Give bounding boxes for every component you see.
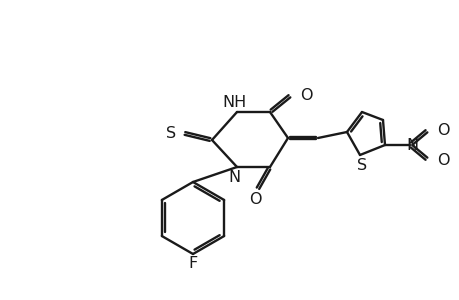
Text: N: N xyxy=(405,137,417,152)
Text: O: O xyxy=(436,152,448,167)
Text: N: N xyxy=(228,169,240,184)
Text: O: O xyxy=(299,88,312,103)
Text: O: O xyxy=(436,122,448,137)
Text: S: S xyxy=(166,125,176,140)
Text: NH: NH xyxy=(223,94,246,110)
Text: F: F xyxy=(188,256,197,272)
Text: S: S xyxy=(356,158,366,172)
Text: O: O xyxy=(248,193,261,208)
